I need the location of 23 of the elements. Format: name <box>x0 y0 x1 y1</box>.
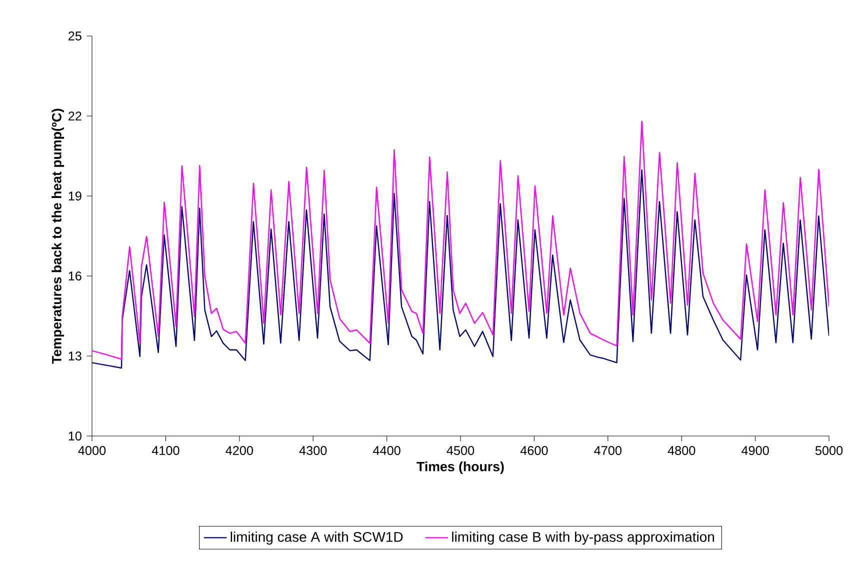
line-series <box>92 120 830 360</box>
x-tick-label: 4400 <box>373 446 400 456</box>
x-tick-label: 4200 <box>226 446 253 456</box>
x-tick-label: 4500 <box>446 446 474 456</box>
legend-label: limiting case A with SCW1D <box>230 532 403 545</box>
x-tick-label: 4700 <box>594 446 622 456</box>
x-axis-title: Times (hours) <box>416 462 504 474</box>
x-tick-label: 4900 <box>742 446 769 456</box>
x-tick-label: 4600 <box>520 446 548 456</box>
x-tick-label: 4100 <box>152 446 180 456</box>
y-tick-label: 10 <box>68 432 82 440</box>
y-tick-label: 22 <box>68 112 82 120</box>
y-tick-label: 25 <box>68 32 82 40</box>
legend-label: limiting case B with by-pass approximation <box>452 532 714 545</box>
y-tick-label: 13 <box>68 352 82 360</box>
x-tick-label: 4300 <box>299 446 327 456</box>
y-tick-label: 16 <box>68 272 82 280</box>
x-tick-label: 4800 <box>668 446 696 456</box>
x-tick-label: 4000 <box>78 446 106 456</box>
y-axis-title: Temperatures back to the heat pump(ºC) <box>52 108 64 364</box>
x-tick-label: 5000 <box>815 446 843 456</box>
line-series <box>92 169 830 369</box>
y-tick-label: 19 <box>68 192 82 200</box>
